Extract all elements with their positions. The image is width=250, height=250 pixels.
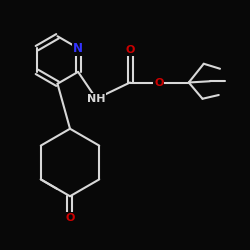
Text: NH: NH [87,94,106,104]
Text: O: O [125,45,135,55]
Text: O: O [154,78,164,88]
Text: O: O [65,213,75,223]
Text: N: N [73,42,83,55]
